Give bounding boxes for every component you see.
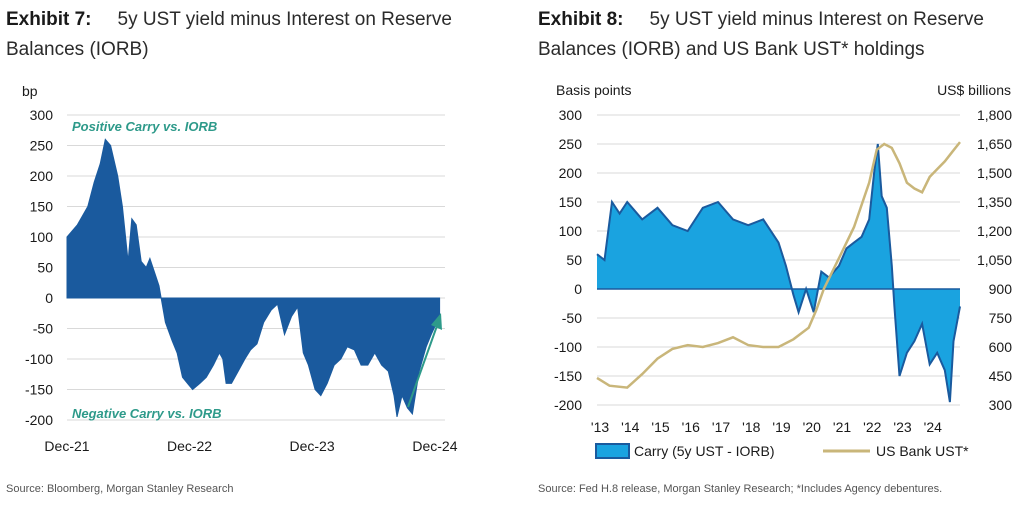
y-tick-label-right: 600 [989,339,1013,355]
x-tick-label: '19 [772,419,790,435]
exhibit-8-axis-ticks: 300 1,800 250 1,650 200 1,500 150 1,350 100 1,200… [554,107,1012,435]
y-tick-label-left: 50 [566,252,582,268]
legend-carry-label: Carry (5y UST - IORB) [634,443,775,459]
exhibit-8-number: Exhibit 8: [538,9,624,30]
y-tick-label-right: 1,800 [977,107,1012,123]
carry-area-outline [596,143,961,403]
y-tick-label-left: 100 [559,223,583,239]
exhibit-8-left-axis-title: Basis points [556,82,631,98]
x-tick-label: '16 [682,419,700,435]
exhibit-8-carry-area [596,143,961,403]
y-tick-label-left: -200 [554,397,582,413]
x-tick-label: '24 [924,419,942,435]
x-tick-label: Dec-24 [412,438,457,454]
x-tick-label: '23 [893,419,911,435]
exhibit-7-carry-area [66,138,441,418]
x-tick-label: '21 [833,419,851,435]
y-tick-label: -50 [33,321,53,337]
y-tick-label-right: 300 [989,397,1013,413]
y-tick-label-right: 1,500 [977,165,1012,181]
x-tick-label: Dec-23 [289,438,334,454]
exhibit-8-holdings-line [596,141,961,389]
holdings-line-series [596,141,961,389]
y-tick-label-left: 200 [559,165,583,181]
y-tick-label-right: 900 [989,281,1013,297]
exhibit-8-title-text: 5y UST yield minus Interest on Reserve B… [538,9,984,60]
exhibit-7-unit-label: bp [22,83,38,99]
x-tick-label: '15 [651,419,669,435]
y-tick-label: -150 [25,382,53,398]
exhibit-7-gridlines [67,114,445,421]
x-tick-label: '18 [742,419,760,435]
y-tick-label: 50 [37,260,53,276]
y-tick-label-left: -150 [554,368,582,384]
y-tick-label-left: 300 [559,107,583,123]
exhibit-7-title: Exhibit 7: 5y UST yield minus Interest on… [6,5,486,65]
y-tick-label: 200 [30,168,54,184]
y-tick-label-left: 250 [559,136,583,152]
y-tick-label-right: 1,350 [977,194,1012,210]
y-tick-label-left: -50 [562,310,582,326]
y-tick-label-right: 1,200 [977,223,1012,239]
x-tick-label: Dec-22 [167,438,212,454]
exhibit-7-source: Source: Bloomberg, Morgan Stanley Resear… [6,483,234,495]
exhibit-8-gridlines [597,114,960,406]
y-tick-label-left: 0 [574,281,582,297]
y-tick-label: 100 [30,229,54,245]
exhibit-7-axis-ticks: 300 250 200 150 100 50 0 -50 -100 -150 -200 Dec-21 D… [25,107,458,454]
exhibit-8-title: Exhibit 8: 5y UST yield minus Interest on… [538,5,1018,65]
exhibit-7-annotation-positive: Positive Carry vs. IORB [72,119,217,134]
y-tick-label-right: 750 [989,310,1013,326]
exhibit-8-source: Source: Fed H.8 release, Morgan Stanley … [538,483,943,495]
exhibit-7-annotation-negative: Negative Carry vs. IORB [72,406,222,421]
y-tick-label: 300 [30,107,54,123]
y-tick-label: 0 [45,290,53,306]
x-tick-label: '20 [803,419,821,435]
y-tick-label: -100 [25,351,53,367]
legend-carry-swatch [595,443,630,459]
y-tick-label-right: 1,650 [977,136,1012,152]
x-tick-label: '13 [591,419,609,435]
x-tick-label: Dec-21 [44,438,89,454]
carry-area-series [66,138,441,418]
y-tick-label-left: -100 [554,339,582,355]
x-tick-label: '17 [712,419,730,435]
y-tick-label-right: 1,050 [977,252,1012,268]
y-tick-label-left: 150 [559,194,583,210]
y-tick-label: 150 [30,199,54,215]
carry-area-fill [597,144,960,403]
exhibit-8-right-axis-title: US$ billions [937,82,1011,98]
y-tick-label: 250 [30,138,54,154]
exhibit-7-trend-arrow-line [407,322,439,408]
exhibit-7-number: Exhibit 7: [6,9,92,30]
exhibit-7-trend-arrow-head [431,313,442,330]
y-tick-label-right: 450 [989,368,1013,384]
exhibit-8-legend: Carry (5y UST - IORB) US Bank UST* [595,443,969,459]
legend-holdings-label: US Bank UST* [876,443,969,459]
exhibit-7-title-text: 5y UST yield minus Interest on Reserve B… [6,9,452,60]
x-tick-label: '22 [863,419,881,435]
x-tick-label: '14 [621,419,639,435]
y-tick-label: -200 [25,412,53,428]
